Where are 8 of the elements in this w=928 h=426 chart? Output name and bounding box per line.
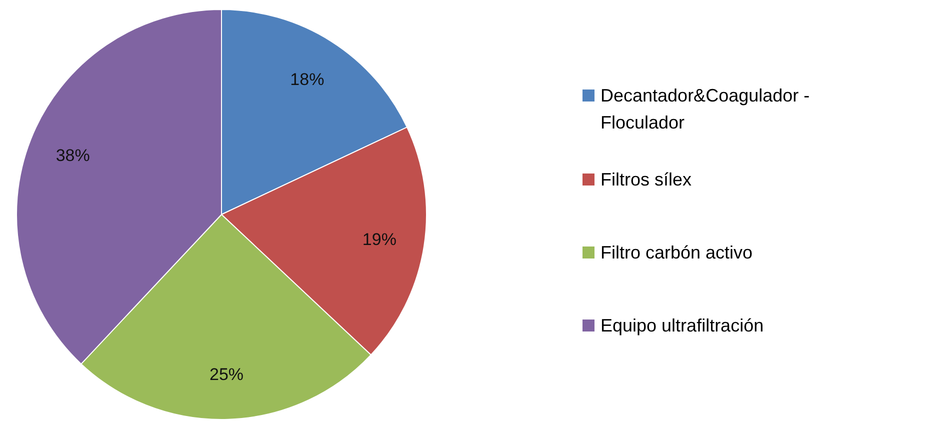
legend-label: Equipo ultrafiltración	[600, 316, 764, 336]
legend-label: Decantador&Coagulador - Floculador	[600, 86, 810, 132]
data-label: 18%	[290, 70, 324, 89]
legend-label: Filtros sílex	[600, 170, 692, 190]
data-label: 38%	[56, 146, 90, 166]
legend-label: Filtro carbón activo	[600, 242, 753, 262]
data-label: 25%	[210, 364, 244, 384]
data-label: 19%	[362, 230, 396, 250]
